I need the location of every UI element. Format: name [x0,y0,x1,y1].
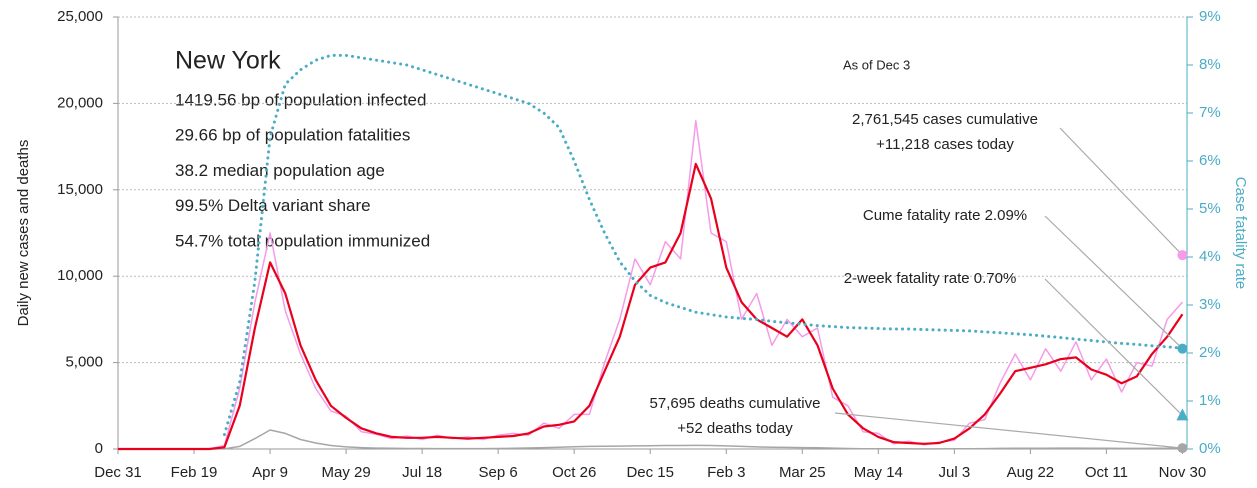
y2-tick-label: 6% [1199,152,1221,169]
y2-tick-label: 4% [1199,248,1221,265]
y2-tick-label: 8% [1199,56,1221,73]
y-tick-label: 20,000 [57,94,103,111]
x-tick-label: Oct 26 [552,464,596,481]
info-title: New York [175,47,281,75]
x-tick-label: Apr 9 [252,464,288,481]
x-tick-label: Jul 18 [402,464,442,481]
info-line: 1419.56 bp of population infected [175,90,426,109]
series-line [118,429,1183,450]
y-tick-label: 15,000 [57,181,103,198]
annotation-text: Cume fatality rate 2.09% [863,207,1027,224]
x-tick-label: Jul 3 [939,464,971,481]
y2-axis-label: Case fatality rate [1232,177,1249,290]
x-tick-label: Dec 31 [94,464,142,481]
annotation-text: +52 deaths today [677,420,793,437]
annotation-text: +11,218 cases today [876,136,1014,153]
leader-line [1059,127,1183,256]
y-tick-label: 0 [95,440,103,457]
x-tick-label: May 29 [321,464,370,481]
y2-tick-label: 7% [1199,104,1221,121]
leader-line [834,412,1183,449]
x-tick-label: Feb 19 [171,464,218,481]
x-tick-label: May 14 [854,464,903,481]
series-line [118,162,1184,451]
info-line: 29.66 bp of population fatalities [175,126,410,145]
marker [1177,250,1188,261]
info-line: 99.5% Delta variant share [175,196,371,215]
marker [1177,443,1188,454]
annotation-text: 2,761,545 cases cumulative [852,111,1038,128]
series-line [118,119,1183,450]
y2-tick-label: 1% [1199,392,1221,409]
y2-tick-label: 3% [1199,296,1221,313]
series-line [222,53,1184,437]
y-tick-label: 5,000 [65,354,103,371]
annotation-text: 57,695 deaths cumulative [650,395,821,412]
info-line: 54.7% total population immunized [175,231,430,250]
x-tick-label: Dec 15 [626,464,674,481]
x-tick-label: Nov 30 [1159,464,1207,481]
info-line: 38.2 median population age [175,161,385,180]
x-tick-label: Feb 3 [707,464,745,481]
y2-tick-label: 9% [1199,8,1221,25]
y2-tick-label: 0% [1199,440,1221,457]
y-tick-label: 10,000 [57,267,103,284]
marker [1176,408,1189,421]
y-tick-label: 25,000 [57,8,103,25]
y-axis-label: Daily new cases and deaths [15,140,32,327]
annotation-text: 2-week fatality rate 0.70% [844,270,1017,287]
y2-tick-label: 5% [1199,200,1221,217]
as-of: As of Dec 3 [843,57,910,72]
y2-tick-label: 2% [1199,344,1221,361]
x-tick-label: Oct 11 [1085,464,1128,481]
x-tick-label: Aug 22 [1007,464,1055,481]
x-tick-label: Mar 25 [779,464,826,481]
leader-line [1044,215,1183,350]
x-tick-label: Sep 6 [479,464,518,481]
marker [1177,343,1188,354]
leader-line [1044,278,1183,416]
